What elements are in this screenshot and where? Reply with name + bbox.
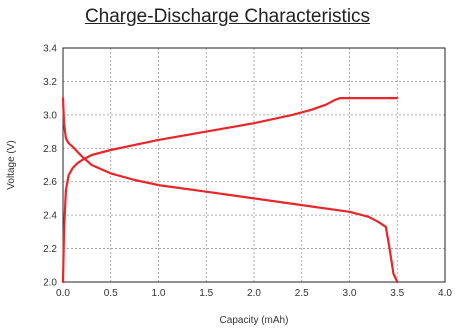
x-tick-label: 4.0: [438, 288, 452, 299]
series-line-1: [61, 96, 399, 284]
y-tick-label: 2.4: [43, 211, 57, 222]
y-tick-label: 2.0: [43, 278, 57, 289]
y-tick-label: 3.2: [43, 77, 57, 88]
chart-title: Charge-Discharge Characteristics: [84, 6, 371, 27]
y-tick-label: 2.8: [43, 144, 57, 155]
x-tick-label: 2.5: [295, 288, 309, 299]
x-tick-label: 1.0: [152, 288, 166, 299]
y-tick-label: 2.2: [43, 244, 57, 255]
x-tick-labels: 0.0 0.5 1.0 1.5 2.0 2.5 3.0 3.5 4.0: [56, 288, 452, 299]
plot-frame: [62, 47, 446, 283]
y-tick-label: 3.0: [43, 110, 57, 121]
y-tick-label: 3.4: [43, 44, 57, 55]
series-line-2: [61, 96, 399, 284]
x-tick-label: 2.0: [247, 288, 261, 299]
x-axis-label: Capacity (mAh): [220, 315, 289, 326]
x-tick-label: 3.0: [343, 288, 357, 299]
y-axis-label: Voltage (V): [6, 140, 17, 189]
y-tick-labels: 2.0 2.2 2.4 2.6 2.8 3.0 3.2 3.4: [43, 44, 57, 289]
x-tick-label: 0.0: [56, 288, 70, 299]
x-tick-label: 0.5: [104, 288, 118, 299]
grid-lines: [63, 48, 445, 282]
x-tick-label: 3.5: [390, 288, 404, 299]
series-group: [61, 96, 399, 284]
y-tick-label: 2.6: [43, 177, 57, 188]
x-tick-label: 1.5: [199, 288, 213, 299]
